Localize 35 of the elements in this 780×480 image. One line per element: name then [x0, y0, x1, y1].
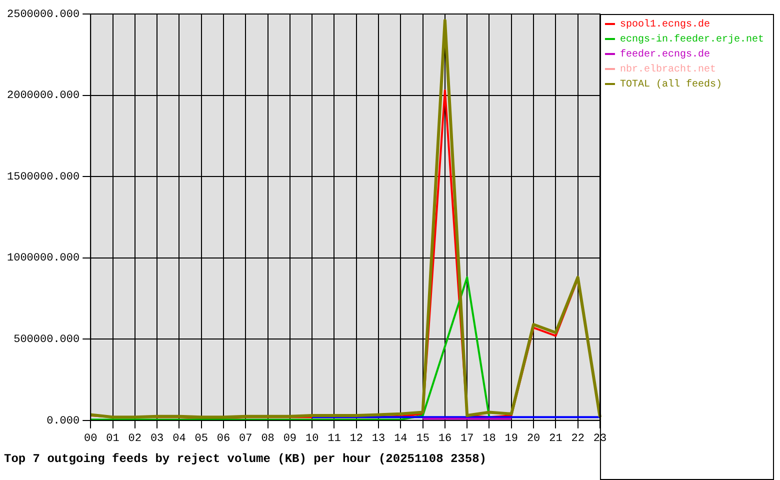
x-tick-label: 03	[150, 432, 164, 445]
y-tick-label: 500000.000	[14, 334, 80, 346]
x-tick-label: 10	[305, 432, 319, 445]
x-tick-label: 05	[194, 432, 208, 445]
y-tick-label: 2500000.000	[6, 8, 80, 21]
text: Top 7 outgoing feeds by reject volume (KB) per hour (20251108 2358)	[4, 452, 486, 466]
x-tick-label: 18	[482, 432, 496, 445]
legend-label: feeder.ecngs.de	[620, 48, 710, 61]
x-tick-label: 04	[172, 432, 186, 445]
y-tick-label: 2000000.000	[6, 90, 80, 102]
legend-label: ecngs-in.feeder.erje.net	[620, 34, 764, 46]
x-tick-label: 09	[283, 432, 297, 445]
x-tick-label: 15	[416, 432, 430, 445]
x-tick-label: 08	[261, 432, 274, 445]
x-tick-label: 17	[460, 432, 474, 445]
x-tick-label: 12	[350, 432, 363, 445]
x-tick-label: 20	[526, 432, 540, 445]
x-tick-label: 16	[438, 432, 452, 445]
y-tick-label: 0.000	[46, 415, 80, 428]
x-tick-label: 14	[394, 432, 408, 445]
legend-label: TOTAL (all feeds)	[620, 78, 722, 91]
legend-label: nbr.elbracht.net	[620, 64, 716, 76]
x-tick-label: 13	[372, 432, 386, 445]
x-tick-label: 22	[571, 432, 584, 445]
x-tick-label: 07	[239, 432, 252, 445]
x-tick-label: 21	[549, 432, 563, 445]
y-tick-label: 1000000.000	[6, 252, 80, 265]
x-tick-label: 01	[106, 432, 120, 445]
x-tick-label: 11	[328, 432, 342, 445]
x-tick-label: 19	[504, 432, 518, 445]
x-tick-label: 06	[216, 432, 230, 445]
x-tick-label: 00	[84, 432, 98, 445]
legend-label: spool1.ecngs.de	[620, 18, 710, 31]
y-tick-label: 1500000.000	[6, 171, 80, 184]
x-tick-label: 02	[128, 432, 142, 445]
